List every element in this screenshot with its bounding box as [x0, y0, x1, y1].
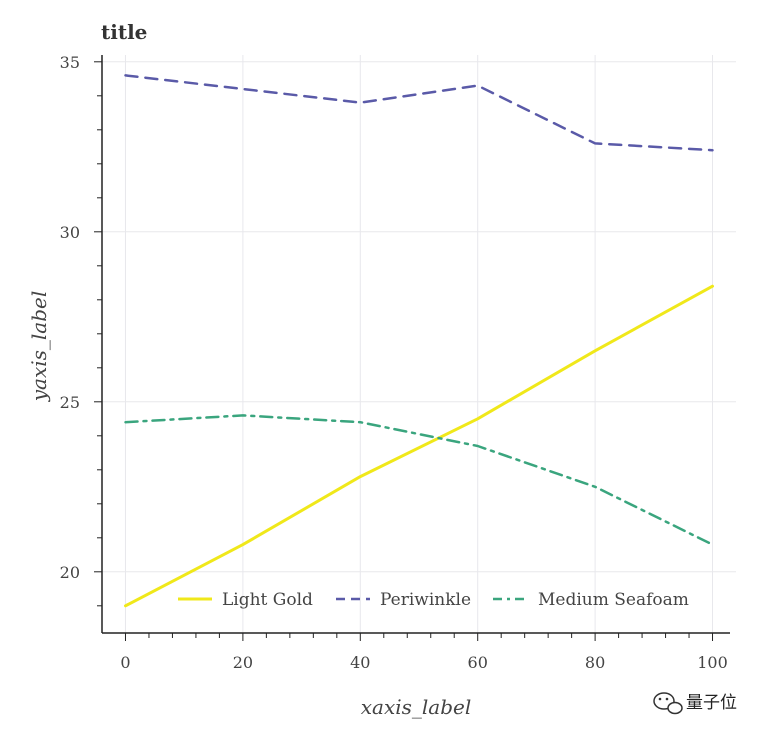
- x-tick-label: 40: [350, 653, 370, 672]
- axes: 0 20 40 60 80 100 20 25 30 35: [60, 53, 730, 672]
- x-tick-label: 80: [585, 653, 605, 672]
- legend-label: Light Gold: [222, 590, 313, 610]
- legend-label: Medium Seafoam: [538, 590, 689, 610]
- legend-item-medium-seafoam: Medium Seafoam: [493, 590, 689, 610]
- x-tick-label: 60: [468, 653, 488, 672]
- x-tick-label: 100: [697, 653, 728, 672]
- series-line-periwinkle: [124, 74, 714, 152]
- grid: [102, 55, 736, 633]
- series-lines: [124, 74, 714, 608]
- wechat-icon: [653, 692, 683, 715]
- y-tick-label: 35: [60, 53, 80, 72]
- legend-item-light-gold: Light Gold: [178, 590, 313, 610]
- y-tick-label: 20: [60, 563, 80, 582]
- legend: Light Gold Periwinkle Medium Seafoam: [178, 590, 689, 610]
- y-axis-label: yaxis_label: [27, 291, 51, 403]
- legend-item-periwinkle: Periwinkle: [336, 590, 471, 610]
- x-tick-label: 20: [233, 653, 253, 672]
- y-tick-label: 30: [60, 223, 80, 242]
- series-line-light-gold: [124, 284, 714, 608]
- watermark-text: 量子位: [686, 693, 737, 713]
- chart-title: title: [101, 20, 147, 44]
- watermark: 量子位: [653, 692, 737, 715]
- x-axis-label: xaxis_label: [361, 695, 472, 719]
- x-tick-label: 0: [120, 653, 130, 672]
- legend-label: Periwinkle: [380, 590, 471, 610]
- series-line-medium-seafoam: [124, 414, 714, 546]
- y-tick-label: 25: [60, 393, 80, 412]
